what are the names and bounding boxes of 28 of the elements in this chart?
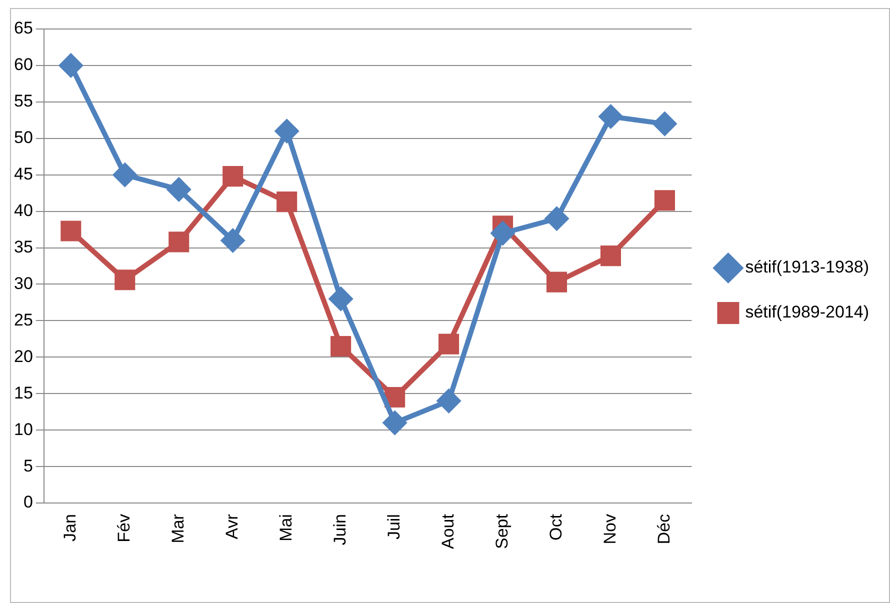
- y-tick-label: 20: [14, 346, 33, 366]
- y-tick-label: 15: [14, 383, 33, 402]
- x-tick-label: Juin: [330, 514, 350, 546]
- y-tick-label: 50: [14, 128, 33, 148]
- x-tick-label: Déc: [654, 514, 674, 544]
- y-tick-label: 35: [14, 237, 33, 256]
- x-tick-label: Juil: [384, 514, 404, 540]
- y-tick-label: 40: [14, 201, 33, 220]
- y-tick-label: 55: [14, 92, 33, 111]
- x-tick-label: Oct: [546, 514, 566, 540]
- x-tick-label: Jan: [60, 514, 80, 542]
- y-tick-label: 45: [14, 164, 33, 184]
- x-tick-label: Aout: [438, 514, 458, 550]
- y-tick-label: 10: [14, 420, 33, 439]
- x-tick-label: Avr: [222, 514, 242, 540]
- y-tick-label: 30: [14, 274, 33, 293]
- x-tick-label: Sept: [492, 514, 512, 550]
- y-tick-label: 65: [14, 18, 33, 38]
- x-tick-label: Nov: [600, 514, 620, 544]
- y-tick-label: 5: [23, 456, 33, 476]
- y-tick-label: 0: [23, 492, 33, 512]
- x-tick-label: Mai: [276, 514, 296, 542]
- legend-label: sétif(1989-2014): [745, 302, 870, 322]
- y-tick-label: 60: [14, 55, 33, 74]
- x-tick-label: Mar: [168, 514, 188, 544]
- x-tick-label: Fév: [114, 514, 134, 542]
- y-tick-label: 25: [14, 310, 33, 330]
- legend-label: sétif(1913-1938): [745, 258, 870, 277]
